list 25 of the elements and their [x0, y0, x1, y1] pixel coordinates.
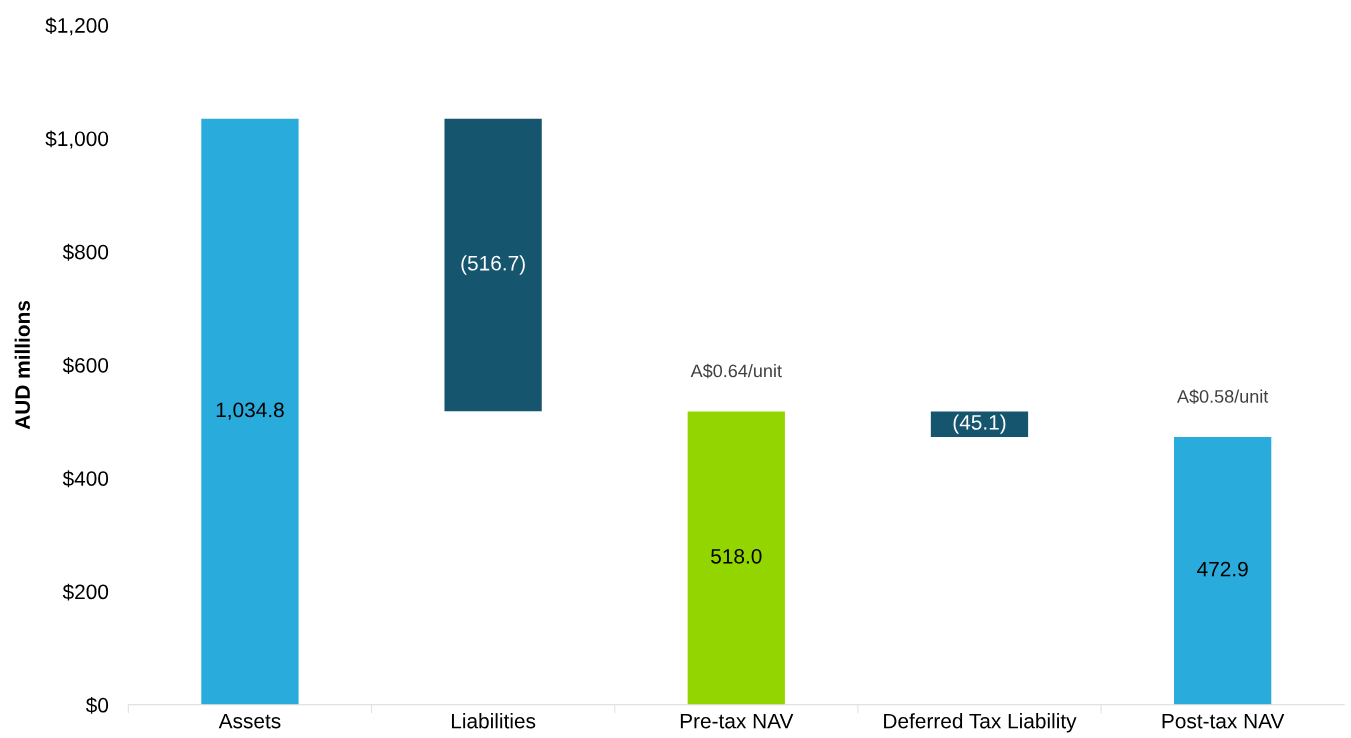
y-tick-label: $0 — [85, 696, 109, 714]
data-label: 472.9 — [1197, 561, 1248, 577]
x-tick-label: Assets — [218, 713, 281, 729]
x-tick-label: Pre-tax NAV — [680, 713, 794, 729]
data-label: (516.7) — [461, 255, 525, 275]
bar — [687, 411, 785, 705]
y-tick-label: $400 — [62, 470, 109, 488]
x-tick-label: Liabilities — [451, 713, 536, 729]
bar — [1174, 436, 1272, 705]
data-label: 1,034.8 — [216, 402, 284, 420]
annotation: A$0.58/unit — [1177, 389, 1269, 404]
data-label: 518.0 — [711, 548, 762, 564]
y-tick-label: $600 — [62, 357, 109, 374]
bar — [930, 411, 1029, 437]
bar — [201, 118, 299, 705]
y-tick-label: $200 — [62, 583, 109, 601]
x-tick-label: Post-tax NAV — [1162, 713, 1285, 729]
x-tick-label: Deferred Tax Liability — [884, 713, 1077, 733]
annotation: A$0.64/unit — [690, 363, 782, 379]
bar — [444, 118, 542, 412]
y-tick-label: $800 — [62, 243, 109, 261]
y-axis-title: AUD millions — [14, 300, 30, 430]
y-tick-label: $1,200 — [45, 17, 109, 36]
y-tick-label: $1,000 — [45, 130, 109, 149]
data-label: (45.1) — [953, 414, 1006, 434]
